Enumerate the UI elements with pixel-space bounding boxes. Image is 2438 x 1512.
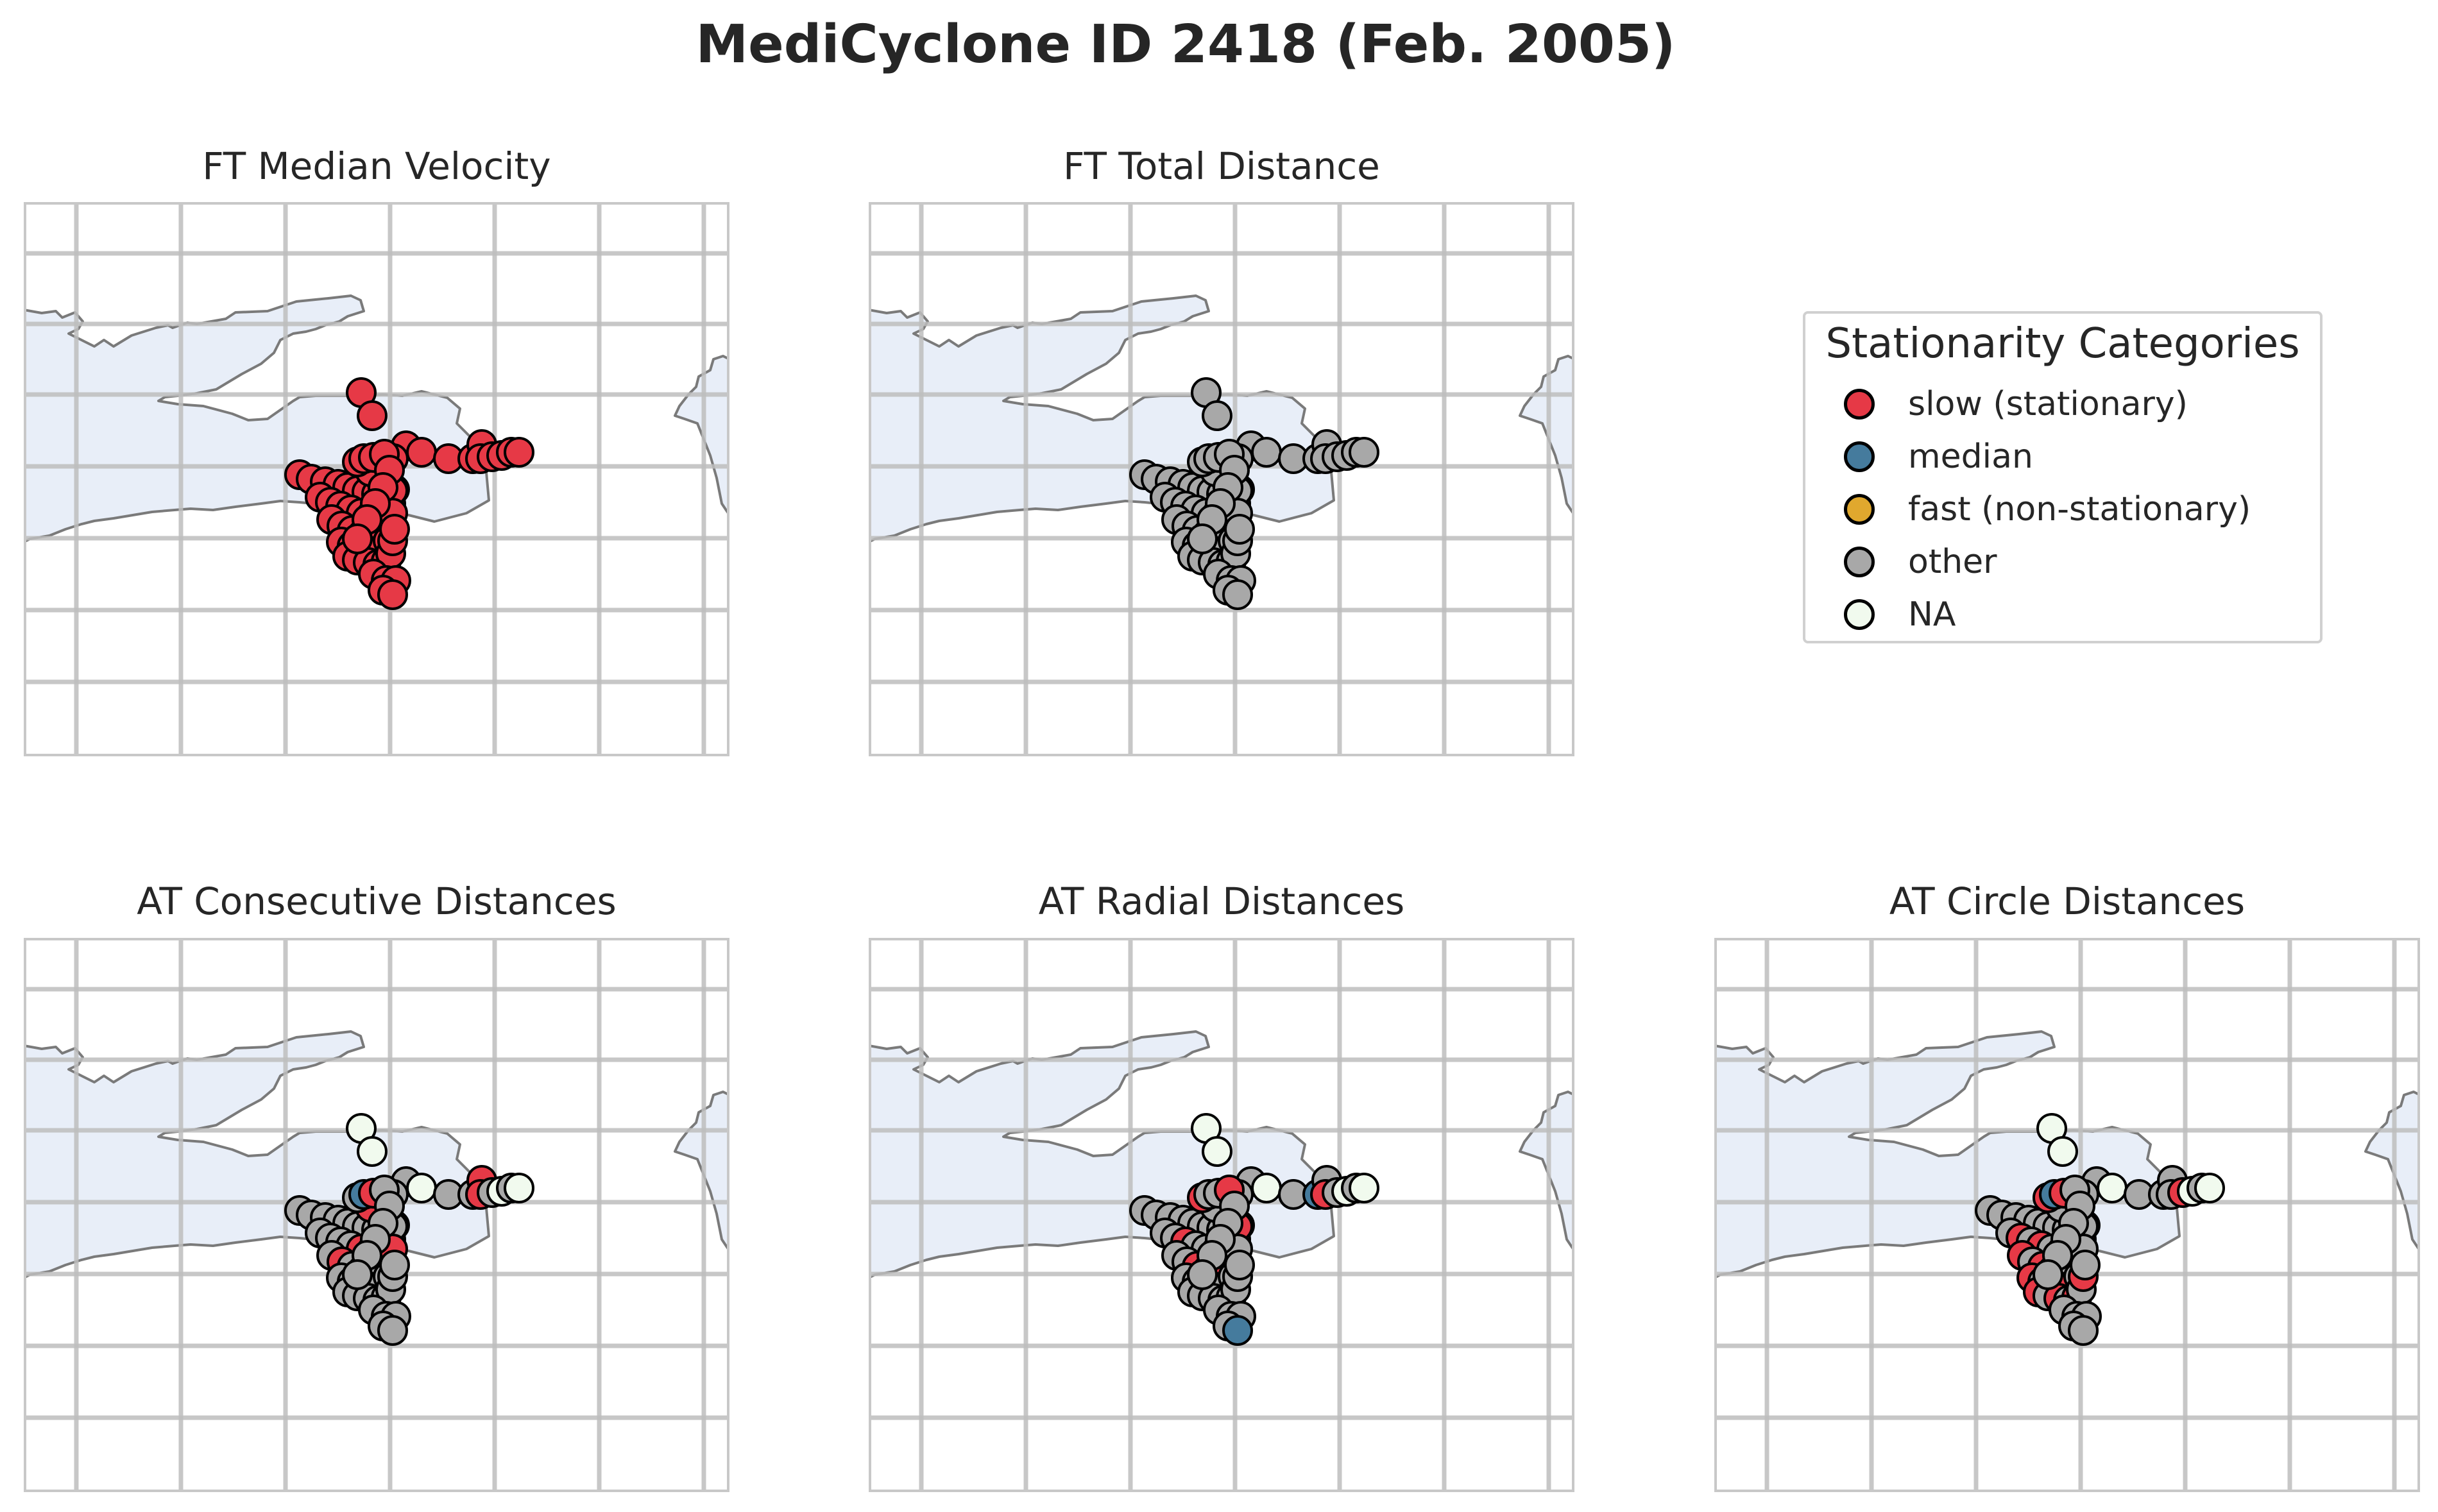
track-point-na (2194, 1173, 2225, 1203)
legend-item-median: median (1844, 430, 2033, 483)
track-point-slow (406, 437, 437, 468)
track-point-other (377, 1315, 408, 1346)
legend-item-na: NA (1844, 588, 1956, 641)
map-ft-total-distance (869, 202, 1574, 756)
legend: Stationarity Categories slow (stationary… (1803, 311, 2323, 643)
track-point-other (2033, 1259, 2063, 1290)
legend-label-median: median (1908, 437, 2033, 476)
legend-marker-median (1844, 441, 1875, 472)
track-point-na (357, 1136, 388, 1167)
track-point-slow (357, 400, 388, 431)
panel-title-ft-total-distance: FT Total Distance (1063, 144, 1380, 188)
track-point-slow (379, 514, 410, 545)
map-at-consecutive-distances (24, 938, 729, 1492)
legend-marker-fast (1844, 494, 1875, 525)
track-point-other (1224, 514, 1255, 545)
track-point-na (2097, 1173, 2127, 1203)
legend-label-fast: fast (non-stationary) (1908, 490, 2251, 529)
panel-title-ft-median-velocity: FT Median Velocity (202, 144, 551, 188)
track-point-other (1222, 579, 1253, 610)
track-point-na (1251, 1173, 1282, 1203)
map-frame (24, 938, 729, 1492)
track-point-slow (377, 579, 408, 610)
legend-item-slow: slow (stationary) (1844, 378, 2188, 430)
track-point-na (1202, 1136, 1232, 1167)
track-point-other (1251, 437, 1282, 468)
track-point-other (2068, 1315, 2099, 1346)
track-point-other (1349, 437, 1379, 468)
track-point-na (1349, 1173, 1379, 1203)
track-point-na (504, 1173, 534, 1203)
track-point-na (406, 1173, 437, 1203)
panel-title-at-radial-distances: AT Radial Distances (1038, 879, 1405, 923)
track-point-slow (504, 437, 534, 468)
map-frame (1714, 938, 2420, 1492)
track-point-other (1202, 400, 1232, 431)
panel-title-at-circle-distances: AT Circle Distances (1889, 879, 2246, 923)
panel-title-at-consecutive-distances: AT Consecutive Distances (137, 879, 617, 923)
track-point-other (1187, 1259, 1218, 1290)
map-ft-median-velocity (24, 202, 729, 756)
legend-marker-other (1844, 547, 1875, 577)
legend-label-other: other (1908, 543, 1997, 581)
map-frame (869, 202, 1574, 756)
track-point-other (1224, 1250, 1255, 1280)
map-frame (24, 202, 729, 756)
map-at-circle-distances (1714, 938, 2420, 1492)
legend-marker-na (1844, 599, 1875, 630)
track-point-other (379, 1250, 410, 1280)
track-point-na (2047, 1136, 2078, 1167)
map-at-radial-distances (869, 938, 1574, 1492)
legend-title: Stationarity Categories (1825, 320, 2300, 368)
track-point-other (1187, 523, 1218, 554)
track-point-slow (342, 523, 373, 554)
figure-title: MediCyclone ID 2418 (Feb. 2005) (695, 14, 1676, 75)
legend-item-other: other (1844, 536, 1997, 588)
track-point-other (2070, 1250, 2101, 1280)
legend-marker-slow (1844, 389, 1875, 420)
track-point-median (1222, 1315, 1253, 1346)
track-point-other (342, 1259, 373, 1290)
legend-label-slow: slow (stationary) (1908, 385, 2188, 423)
map-frame (869, 938, 1574, 1492)
legend-item-fast: fast (non-stationary) (1844, 483, 2251, 536)
legend-label-na: NA (1908, 595, 1956, 634)
